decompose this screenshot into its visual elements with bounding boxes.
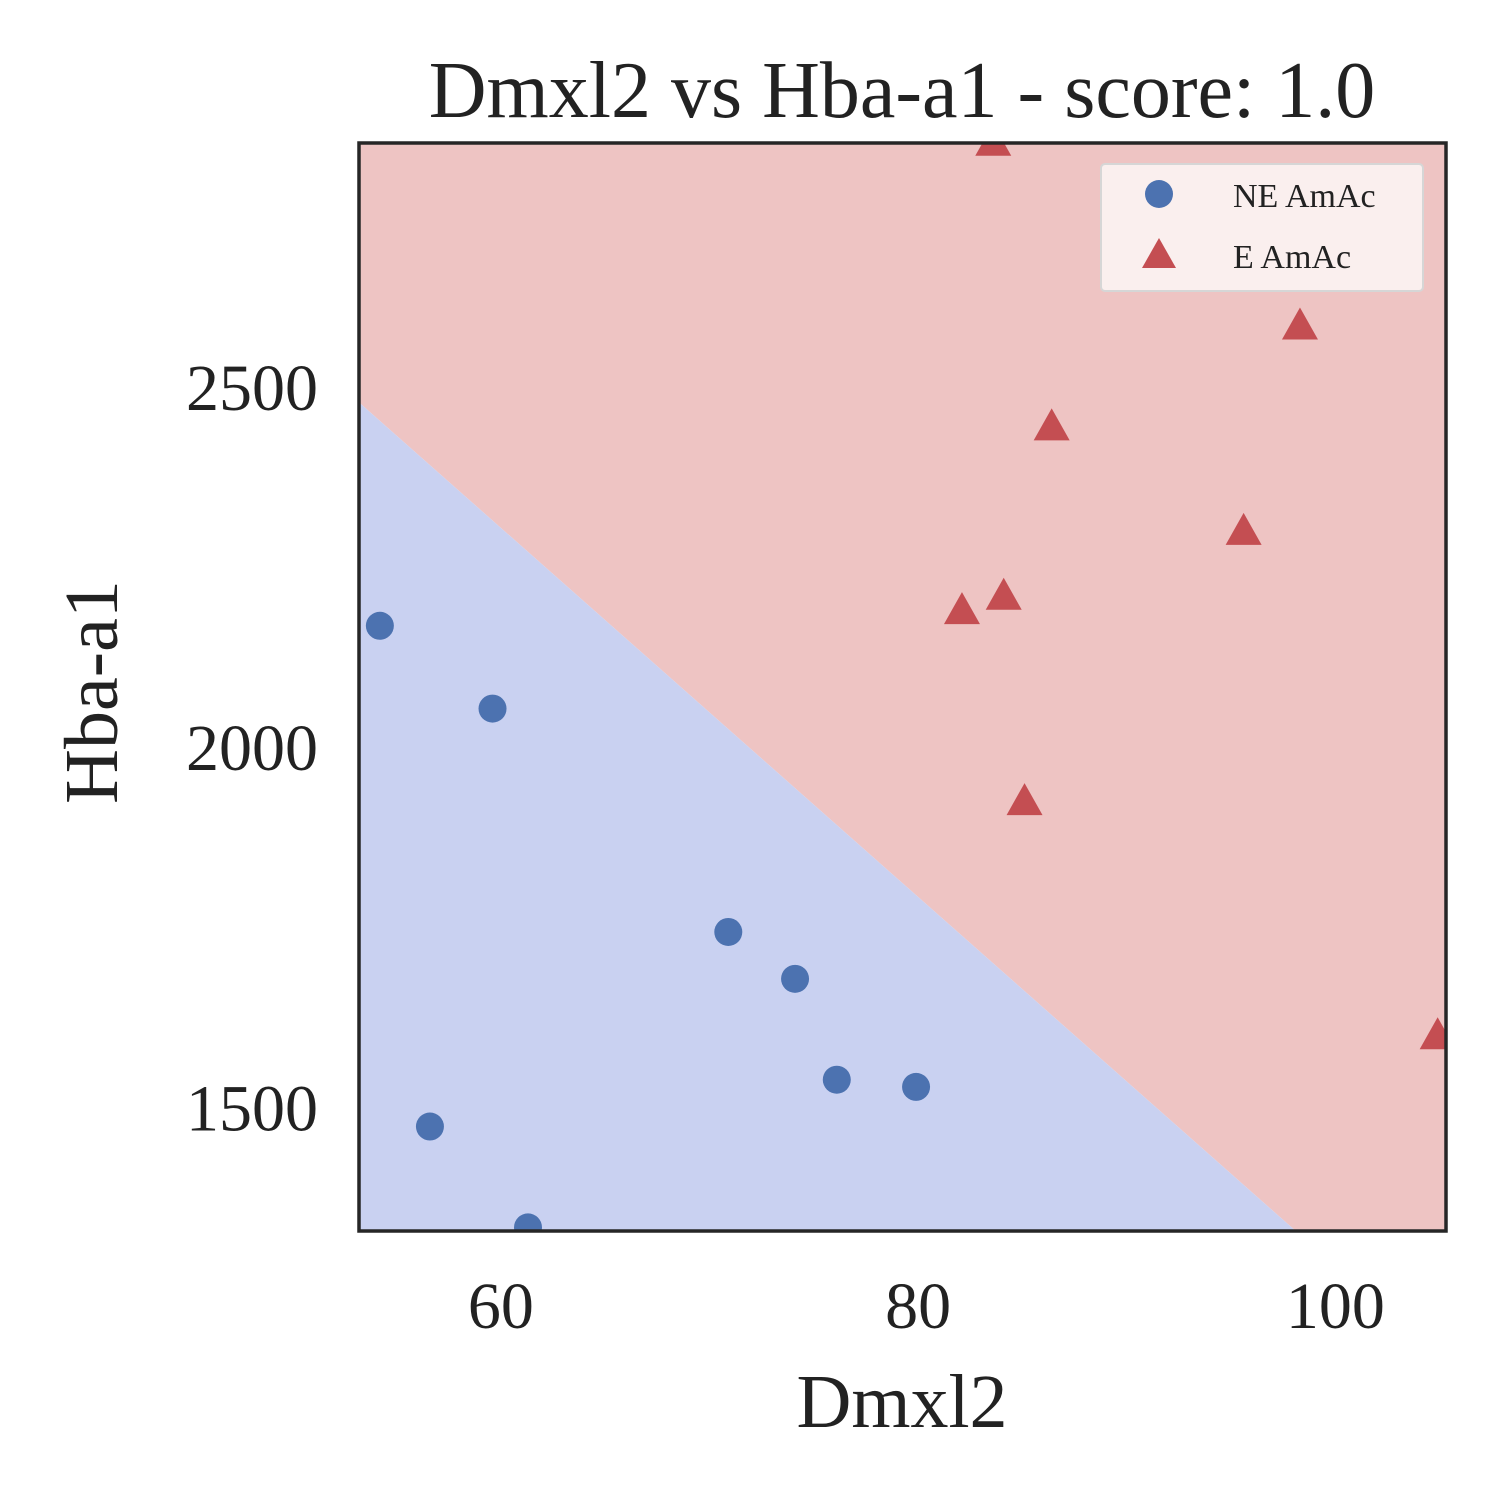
y-axis-label: Hba-a1 <box>50 580 134 804</box>
point-e-amac-3 <box>985 577 1022 610</box>
point-ne-amac-3 <box>478 694 507 723</box>
chart-title: Dmxl2 vs Hba-a1 - score: 1.0 <box>429 47 1375 135</box>
point-e-amac-7 <box>1281 307 1318 340</box>
plot-frame <box>357 141 1448 1233</box>
x-axis-label: Dmxl2 <box>796 1360 1007 1444</box>
decision-region-ne-amac <box>359 402 1296 1231</box>
y-tick-label-2500: 2500 <box>186 352 318 425</box>
legend-box <box>1100 163 1424 292</box>
point-e-amac-5 <box>1033 408 1070 441</box>
point-ne-amac-2 <box>415 1112 444 1141</box>
point-e-amac-8 <box>1419 1017 1446 1050</box>
x-tick-label-60: 60 <box>468 1270 534 1343</box>
point-ne-amac-8 <box>902 1072 931 1101</box>
legend-marker-ne-amac <box>1145 180 1173 208</box>
y-tick-label-2000: 2000 <box>186 712 318 785</box>
y-axis-ticks: 1500 2000 2500 <box>186 352 318 1146</box>
legend-label-e-amac: E AmAc <box>1233 239 1351 276</box>
point-ne-amac-1 <box>365 611 394 640</box>
legend-marker-e-amac <box>1142 238 1176 268</box>
point-ne-amac-4 <box>514 1213 542 1231</box>
decision-region-e-amac <box>359 143 1446 1231</box>
legend-label-ne-amac: NE AmAc <box>1233 178 1376 215</box>
point-e-amac-2 <box>943 592 980 625</box>
point-e-amac-1 <box>975 143 1012 156</box>
point-ne-amac-7 <box>822 1065 851 1094</box>
legend: NE AmAc E AmAc <box>1100 163 1424 292</box>
point-ne-amac-5 <box>714 917 743 946</box>
y-tick-label-1500: 1500 <box>186 1073 318 1146</box>
x-axis-ticks: 60 80 100 <box>468 1270 1385 1343</box>
point-e-amac-6 <box>1225 512 1262 545</box>
data-points <box>365 143 1446 1231</box>
x-tick-label-80: 80 <box>885 1270 951 1343</box>
point-e-amac-4 <box>1006 783 1043 816</box>
x-tick-label-100: 100 <box>1286 1270 1385 1343</box>
plot-area <box>359 143 1446 1231</box>
point-ne-amac-6 <box>781 964 810 993</box>
